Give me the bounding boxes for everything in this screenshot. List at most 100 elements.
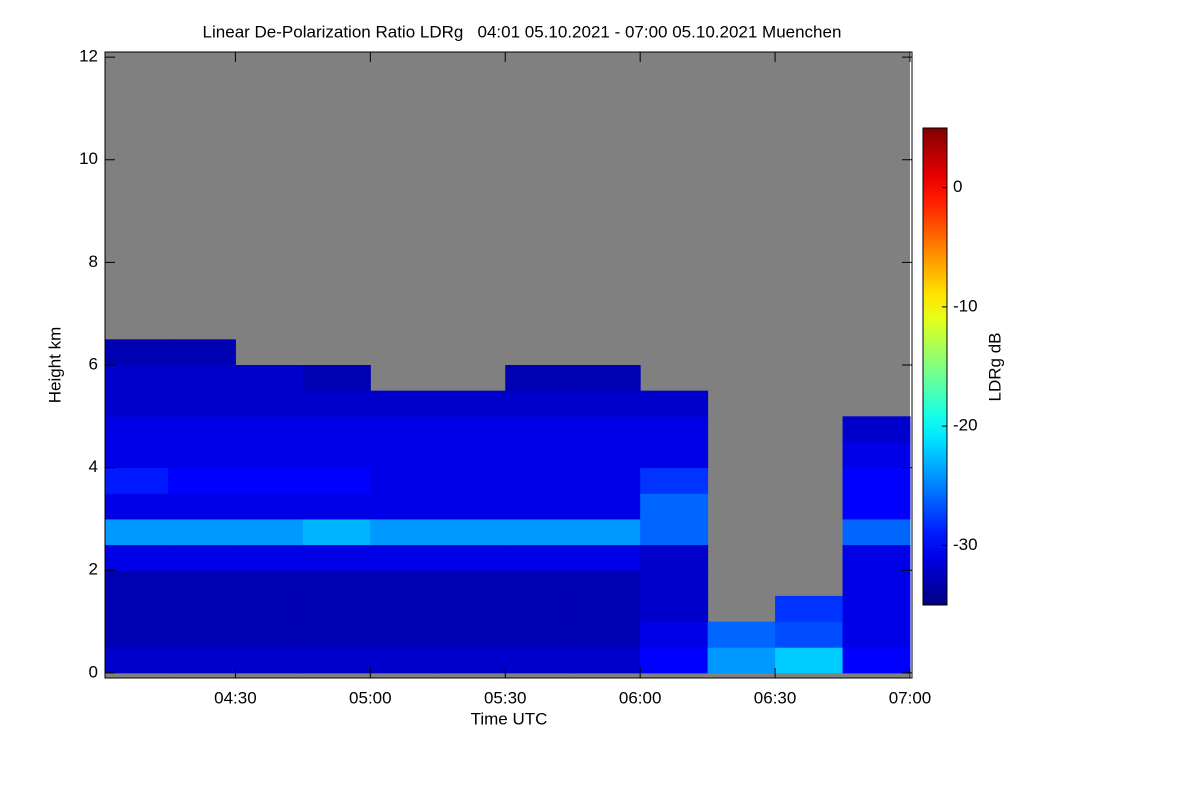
heatmap-cell [370, 518, 439, 546]
heatmap-cell [842, 467, 911, 494]
heatmap-cell [370, 621, 439, 648]
heatmap-cell [640, 416, 709, 443]
heatmap-cell [105, 595, 169, 623]
x-tick-label: 04:30 [214, 688, 257, 707]
heatmap-cell [842, 570, 911, 597]
heatmap-cell [105, 365, 169, 392]
heatmap-cell [775, 595, 844, 623]
heatmap-cell [572, 595, 641, 623]
heatmap-cell [505, 621, 574, 648]
heatmap-cell [302, 518, 371, 546]
heatmap-cell [437, 570, 506, 597]
y-tick-label: 8 [89, 252, 98, 271]
x-tick-label: 05:00 [349, 688, 392, 707]
x-tick-label: 06:00 [619, 688, 662, 707]
heatmap-cell [167, 493, 236, 520]
heatmap-cell [235, 647, 304, 674]
x-tick-label: 05:30 [484, 688, 527, 707]
heatmap-cell [640, 441, 709, 469]
heatmap-cell [302, 544, 371, 571]
heatmap-cell [167, 441, 236, 469]
y-tick-label: 0 [89, 662, 98, 681]
heatmap-cell [640, 621, 709, 648]
heatmap-cell [437, 621, 506, 648]
heatmap-cell [640, 570, 709, 597]
heatmap-cell [105, 441, 169, 469]
heatmap-cell [572, 570, 641, 597]
heatmap-cell [105, 518, 169, 546]
x-tick-label: 06:30 [754, 688, 797, 707]
chart-title: Linear De-Polarization Ratio LDRg 04:01 … [203, 22, 842, 41]
heatmap-cell [370, 467, 439, 494]
heatmap-cell [235, 621, 304, 648]
heatmap-cell [235, 493, 304, 520]
heatmap-cell [842, 595, 911, 623]
heatmap-cell [302, 493, 371, 520]
heatmap-cell [640, 595, 709, 623]
heatmap-cell [572, 647, 641, 674]
heatmap-cell [437, 467, 506, 494]
colorbar [922, 127, 948, 606]
heatmap-cell [105, 467, 169, 494]
colorbar-tick-label: 0 [953, 177, 962, 196]
heatmap-cell [505, 365, 574, 392]
colorbar-tick-label: -30 [953, 535, 978, 554]
heatmap-cell [167, 390, 236, 417]
heatmap-cell [167, 621, 236, 648]
heatmap-cell [437, 595, 506, 623]
heatmap-cell [302, 416, 371, 443]
heatmap-cell [842, 518, 911, 546]
heatmap-cell [775, 647, 844, 674]
heatmap-cell [235, 570, 304, 597]
heatmap-cell [167, 595, 236, 623]
heatmap-cell [370, 493, 439, 520]
heatmap-cell [572, 441, 641, 469]
y-tick-label: 6 [89, 354, 98, 373]
heatmap-cell [167, 544, 236, 571]
heatmap-cell [505, 570, 574, 597]
heatmap-cell [370, 570, 439, 597]
x-axis-label: Time UTC [471, 709, 548, 728]
heatmap-cell [572, 365, 641, 392]
heatmap-cell [235, 365, 304, 392]
heatmap-cell [105, 339, 169, 366]
heatmap-cell [437, 647, 506, 674]
heatmap-cell [167, 365, 236, 392]
heatmap-cell [302, 390, 371, 417]
heatmap-cell [572, 390, 641, 417]
y-tick-label: 4 [89, 457, 98, 476]
heatmap-cell [167, 647, 236, 674]
heatmap-cell [842, 647, 911, 674]
y-axis-label: Height km [45, 327, 64, 404]
heatmap-cell [302, 365, 371, 392]
heatmap-cell [302, 621, 371, 648]
heatmap-cell [437, 518, 506, 546]
heatmap-cell [105, 570, 169, 597]
heatmap-cell [302, 467, 371, 494]
heatmap-cell [572, 467, 641, 494]
heatmap-cell [167, 339, 236, 366]
y-tick-label: 12 [79, 47, 98, 66]
colorbar-tick-label: -10 [953, 296, 978, 315]
heatmap-cell [505, 467, 574, 494]
heatmap-cell [842, 621, 911, 648]
heatmap-cell [235, 518, 304, 546]
heatmap-cell [370, 441, 439, 469]
heatmap-cell [167, 518, 236, 546]
heatmap-cell [505, 647, 574, 674]
heatmap-cell [505, 493, 574, 520]
heatmap-cell [505, 544, 574, 571]
x-tick-label: 07:00 [889, 688, 932, 707]
heatmap-cell [572, 416, 641, 443]
heatmap-cell [105, 416, 169, 443]
heatmap-cell [437, 390, 506, 417]
heatmap-cell [842, 441, 911, 469]
heatmap-cell [302, 647, 371, 674]
heatmap-cell [105, 390, 169, 417]
heatmap-cell [235, 595, 304, 623]
heatmap-cell [167, 416, 236, 443]
heatmap-cell [842, 493, 911, 520]
heatmap-cell [640, 390, 709, 417]
heatmap-cell [572, 544, 641, 571]
